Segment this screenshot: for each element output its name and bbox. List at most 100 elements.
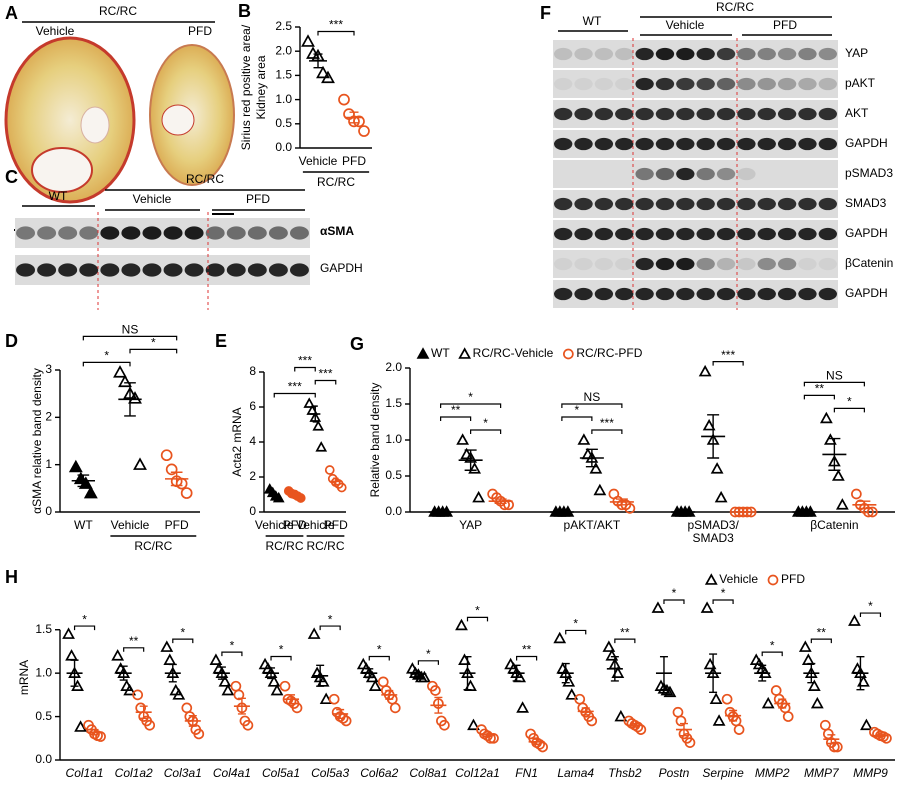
data-point (160, 449, 173, 462)
blot-band (58, 226, 78, 240)
blot-band (594, 197, 614, 211)
significance-bracket (273, 392, 316, 398)
x-tick-label: Col1a1 (66, 766, 104, 780)
blot-band (655, 107, 675, 121)
group-label: RC/RC (317, 175, 355, 189)
data-point (338, 93, 350, 106)
blot-band (716, 257, 736, 271)
group-label: RC/RC (134, 539, 172, 553)
error-bar (267, 667, 276, 680)
y-axis-label: αSMA relative band density (30, 368, 44, 514)
blot-band (818, 47, 837, 61)
blot-band (635, 137, 654, 151)
error-bar (313, 53, 323, 69)
data-point (863, 506, 874, 518)
data-point (657, 682, 671, 694)
data-point (368, 679, 382, 691)
blot-band (716, 137, 736, 151)
significance-bracket (172, 638, 194, 644)
data-point (270, 683, 284, 696)
panel-label: D (5, 331, 18, 351)
band-label: αSMA (320, 224, 354, 238)
data-point (267, 675, 281, 687)
data-point (377, 676, 389, 688)
error-bar (494, 498, 507, 505)
data-point (672, 706, 684, 718)
data-point (624, 503, 636, 514)
x-tick-label: Vehicle (255, 518, 294, 532)
data-point (709, 692, 723, 705)
significance-label: * (151, 336, 156, 350)
blot-band (716, 47, 736, 61)
data-point (460, 447, 474, 460)
significance-bracket (270, 655, 292, 661)
group-label: RC/RC (266, 539, 304, 553)
error-bar (77, 474, 90, 488)
legend-label: Vehicle (719, 572, 758, 586)
blot-band (615, 47, 634, 61)
data-point (218, 675, 232, 687)
panel-label: H (5, 567, 18, 587)
data-point (209, 653, 223, 665)
y-tick-label: 2 (45, 410, 52, 424)
blot-band (696, 167, 715, 181)
blot-band (696, 197, 715, 211)
blot-band (247, 263, 267, 277)
data-point (83, 485, 98, 499)
significance-bracket (663, 599, 685, 605)
panel-c: C RC/RC WT Vehicle PFD αSMA GAPDH (5, 167, 363, 275)
error-bar (729, 709, 738, 722)
blot-band (574, 197, 593, 211)
blot-band (716, 107, 736, 121)
data-point (291, 702, 303, 714)
error-bar (707, 414, 720, 459)
data-point (851, 488, 862, 500)
error-bar (349, 111, 359, 124)
blot-band (635, 167, 654, 181)
data-point (233, 689, 245, 701)
data-point (702, 418, 716, 431)
data-point (389, 702, 401, 714)
y-tick-label: 2.0 (275, 43, 292, 57)
group-label: Vehicle (36, 24, 75, 38)
data-point (881, 732, 892, 744)
significance-bracket (591, 429, 623, 434)
blot-band (737, 137, 756, 151)
significance-label: ** (522, 643, 532, 657)
data-point (315, 441, 328, 452)
significance-label: * (468, 390, 473, 404)
x-tick-label: Serpine (702, 766, 744, 780)
data-point (831, 469, 845, 481)
data-point (602, 640, 616, 652)
y-tick-label: 1.0 (35, 665, 52, 679)
data-point (336, 482, 347, 493)
significance-bracket (712, 599, 734, 605)
error-bar (188, 715, 197, 727)
data-point (663, 685, 677, 698)
x-tick-label: PFD (165, 518, 189, 532)
data-point (319, 692, 333, 705)
data-point (221, 683, 235, 696)
y-tick-label: 0.5 (275, 116, 292, 130)
data-point (144, 719, 156, 731)
significance-label: * (180, 625, 185, 639)
y-tick-label: 1.5 (275, 68, 292, 82)
blot-band (100, 226, 120, 240)
significance-bracket (294, 366, 316, 372)
error-bar (312, 405, 318, 423)
x-tick-label: SMAD3 (692, 531, 734, 545)
y-tick-label: 2.0 (385, 360, 402, 374)
error-bar (561, 662, 570, 684)
data-point (165, 463, 178, 476)
blot-band (268, 226, 288, 240)
data-point (516, 701, 530, 713)
blot-band (289, 263, 309, 277)
data-point (193, 728, 205, 740)
blot-band (737, 227, 756, 241)
significance-label: * (672, 586, 677, 600)
error-bar (170, 471, 183, 487)
blot-band (635, 107, 654, 121)
blot-band (16, 263, 36, 277)
blot-band (79, 226, 99, 240)
blot-band (247, 226, 267, 240)
